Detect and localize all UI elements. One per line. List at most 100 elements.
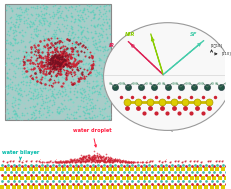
Point [96, 71, 99, 74]
Point [105, 46, 109, 49]
Point [78, 48, 82, 51]
Point [107, 9, 111, 12]
Point [48, 92, 51, 95]
Point [5, 57, 9, 60]
Point [103, 15, 106, 18]
Point [80, 87, 83, 90]
Point [30, 94, 33, 98]
Point [41, 99, 45, 102]
Point [94, 25, 98, 28]
Point [48, 80, 52, 83]
Point [101, 7, 105, 10]
Point [68, 63, 72, 66]
Point [100, 75, 103, 78]
Point [107, 117, 110, 120]
Point [95, 95, 99, 98]
Point [72, 49, 76, 52]
Point [54, 13, 57, 16]
Point [66, 53, 70, 56]
Point [50, 34, 54, 37]
Point [77, 115, 81, 118]
Point [56, 40, 59, 43]
Point [71, 65, 75, 68]
Point [7, 116, 11, 119]
Point [47, 52, 50, 55]
Point [36, 15, 40, 18]
Point [33, 49, 37, 52]
Point [108, 97, 111, 100]
Point [79, 70, 82, 74]
Point [34, 69, 38, 72]
Point [55, 65, 58, 68]
Point [92, 13, 96, 16]
Point [100, 76, 104, 79]
Point [53, 97, 57, 100]
Point [50, 15, 54, 18]
Point [41, 101, 45, 104]
Point [72, 92, 75, 95]
Point [46, 116, 49, 119]
Point [40, 67, 44, 70]
Point [15, 17, 18, 20]
Point [52, 41, 56, 44]
Point [88, 74, 91, 77]
Point [20, 11, 24, 14]
Point [40, 90, 44, 93]
Point [68, 85, 71, 88]
Point [69, 101, 73, 104]
Point [12, 86, 15, 89]
Point [97, 106, 101, 109]
Point [90, 66, 94, 69]
Point [67, 5, 71, 8]
Point [12, 55, 16, 58]
Point [50, 115, 53, 118]
Point [64, 27, 67, 30]
Point [36, 90, 40, 93]
Point [67, 20, 70, 23]
Point [7, 99, 10, 102]
Point [25, 81, 28, 84]
Point [70, 46, 74, 49]
Point [103, 102, 106, 105]
Point [25, 12, 29, 15]
Point [80, 30, 84, 33]
Point [55, 25, 59, 28]
Point [49, 86, 53, 89]
Point [73, 15, 77, 18]
Point [56, 88, 60, 91]
Point [6, 87, 10, 90]
Point [74, 90, 78, 93]
Point [8, 17, 12, 20]
Point [38, 22, 42, 26]
Point [98, 85, 102, 88]
Point [92, 15, 96, 19]
Point [85, 97, 88, 100]
Point [31, 6, 35, 9]
Point [62, 62, 66, 65]
Point [75, 36, 79, 39]
Point [24, 54, 28, 57]
Point [16, 50, 20, 53]
Point [25, 65, 29, 68]
Point [57, 27, 60, 30]
Point [74, 18, 77, 21]
Point [95, 34, 99, 37]
Point [39, 73, 43, 76]
Point [17, 16, 21, 19]
Point [84, 54, 87, 57]
Point [82, 91, 86, 94]
Point [97, 41, 101, 44]
Point [84, 105, 88, 108]
Point [30, 88, 34, 91]
Point [22, 11, 26, 14]
Point [72, 49, 75, 52]
Point [93, 60, 97, 63]
Point [82, 9, 85, 12]
Point [106, 85, 110, 88]
Point [12, 101, 16, 104]
Point [88, 11, 92, 14]
Point [82, 87, 86, 90]
Point [83, 78, 87, 81]
Point [18, 87, 22, 90]
Point [32, 76, 36, 79]
